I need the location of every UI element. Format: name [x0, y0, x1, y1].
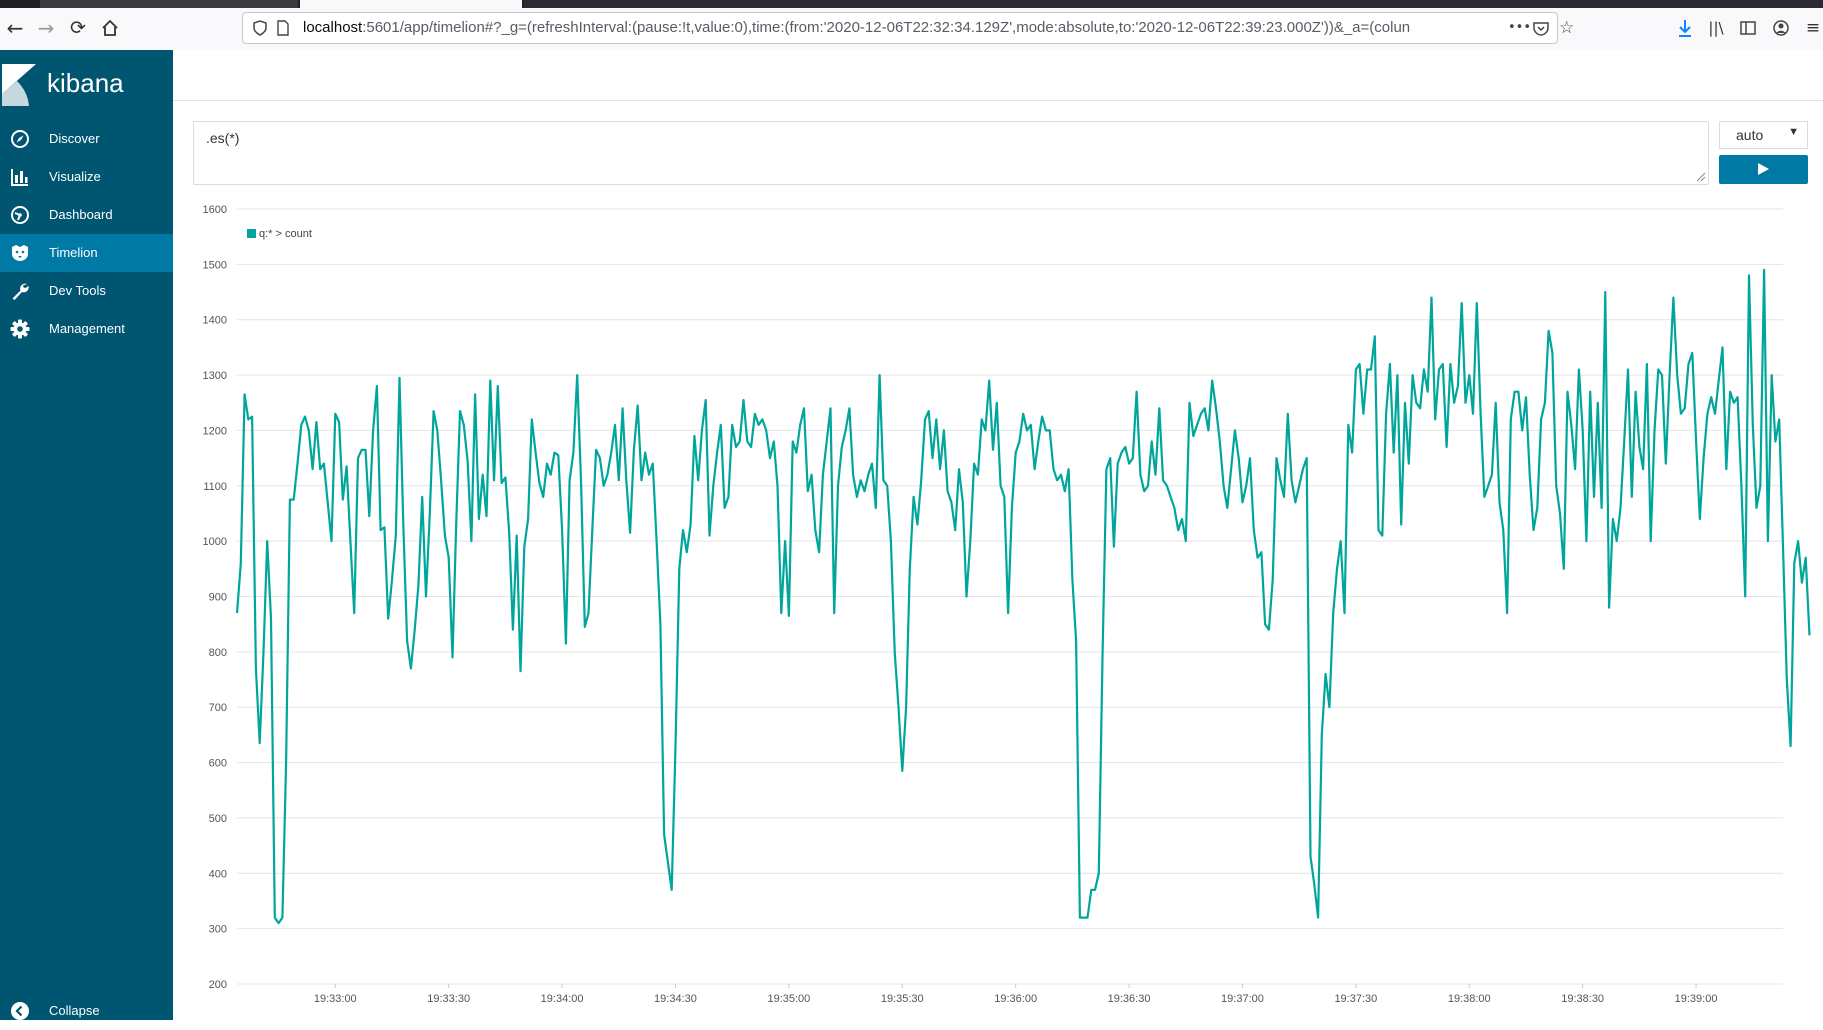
interval-value: auto [1736, 127, 1764, 143]
browser-tab[interactable] [40, 0, 298, 8]
page-actions-icon[interactable]: ••• [1508, 20, 1532, 35]
x-tick-label: 19:34:00 [541, 993, 584, 1005]
sidebar-item-visualize[interactable]: Visualize [0, 158, 173, 196]
timelion-icon [12, 245, 28, 261]
sidebar-item-label: Dev Tools [49, 283, 106, 298]
x-tick-label: 19:38:30 [1561, 993, 1604, 1005]
play-icon [1758, 163, 1769, 175]
sidebar-item-label: Timelion [49, 245, 98, 260]
timelion-chart[interactable]: 200 300 400 500 600 700 800 900 1000 1100 1200 1300… [193, 195, 1823, 1020]
x-tick-label: 19:39:00 [1675, 993, 1718, 1005]
series-line [235, 268, 1811, 925]
gear-icon [10, 319, 30, 339]
bookmark-star-icon[interactable]: ☆ [1559, 18, 1575, 38]
library-icon[interactable]: ||\ [1708, 19, 1724, 37]
x-tick-label: 19:36:30 [1108, 993, 1151, 1005]
sidebar-item-label: Dashboard [49, 207, 113, 222]
kibana-logo-icon[interactable] [2, 64, 36, 106]
x-tick-label: 19:36:00 [994, 993, 1037, 1005]
kibana-sidebar: kibana Discover Visualize Dashboard Time… [0, 50, 173, 1020]
kibana-top-nav [173, 50, 1823, 101]
x-tick-label: 19:34:30 [654, 993, 697, 1005]
sidebar-toggle-icon[interactable] [1735, 14, 1761, 42]
page-info-icon[interactable] [277, 13, 289, 43]
x-tick-label: 19:35:30 [881, 993, 924, 1005]
downloads-icon[interactable] [1672, 14, 1698, 42]
sidebar-item-management[interactable]: Management [0, 310, 173, 348]
y-tick-label: 1000 [203, 536, 227, 548]
back-icon[interactable]: ← [6, 16, 24, 40]
y-tick-label: 1300 [203, 370, 227, 382]
sidebar-item-label: Visualize [49, 169, 101, 184]
wrench-icon [12, 283, 29, 300]
sidebar-item-timelion[interactable]: Timelion [0, 234, 173, 272]
y-tick-label: 1600 [203, 204, 227, 216]
sidebar-item-dashboard[interactable]: Dashboard [0, 196, 173, 234]
x-tick-label: 19:35:00 [767, 993, 810, 1005]
menu-icon[interactable]: ≡ [1805, 18, 1821, 38]
legend-swatch [247, 229, 256, 238]
resize-handle-icon[interactable] [1694, 170, 1706, 182]
pocket-icon[interactable] [1533, 13, 1549, 43]
x-tick-label: 19:33:30 [427, 993, 470, 1005]
home-icon[interactable] [96, 14, 124, 42]
browser-tab-strip [0, 0, 1823, 8]
expression-input[interactable]: .es(*) [193, 121, 1709, 185]
sidebar-item-discover[interactable]: Discover [0, 120, 173, 158]
y-tick-label: 300 [209, 924, 227, 936]
account-icon[interactable] [1768, 14, 1794, 42]
interval-select[interactable]: auto ▼ [1719, 121, 1808, 149]
dashboard-icon [11, 206, 29, 224]
sidebar-item-dev-tools[interactable]: Dev Tools [0, 272, 173, 310]
forward-icon[interactable]: → [37, 16, 55, 40]
y-tick-label: 1500 [203, 259, 227, 271]
y-tick-label: 600 [209, 758, 227, 770]
compass-icon [11, 130, 29, 148]
y-tick-label: 400 [209, 868, 227, 880]
run-button[interactable] [1719, 155, 1808, 184]
browser-tab[interactable] [524, 0, 1823, 8]
y-tick-label: 200 [209, 979, 227, 991]
y-tick-label: 500 [209, 813, 227, 825]
reload-icon[interactable]: ⟳ [70, 17, 86, 39]
bar-chart-icon [11, 169, 28, 186]
sidebar-item-label: Management [49, 321, 125, 336]
x-tick-label: 19:37:00 [1221, 993, 1264, 1005]
legend-label: q:* > count [259, 228, 312, 240]
browser-toolbar: ← → ⟳ localhost:5601/app/timelion#?_g=(r… [0, 8, 1823, 51]
caret-down-icon: ▼ [1788, 126, 1799, 138]
x-tick-label: 19:37:30 [1334, 993, 1377, 1005]
browser-tab-active[interactable] [300, 0, 522, 8]
x-tick-label: 19:38:00 [1448, 993, 1491, 1005]
y-tick-label: 800 [209, 647, 227, 659]
y-tick-label: 1100 [203, 481, 227, 493]
y-tick-label: 900 [209, 592, 227, 604]
sidebar-collapse-button[interactable]: Collapse [0, 992, 173, 1030]
expression-text: .es(*) [206, 130, 240, 146]
x-tick-label: 19:33:00 [314, 993, 357, 1005]
url-text[interactable]: localhost:5601/app/timelion#?_g=(refresh… [303, 19, 1411, 36]
sidebar-item-label: Discover [49, 131, 100, 146]
y-tick-label: 700 [209, 702, 227, 714]
y-tick-label: 1400 [203, 315, 227, 327]
kibana-logo-text[interactable]: kibana [47, 68, 124, 98]
collapse-icon [11, 1002, 29, 1020]
url-bar[interactable]: localhost:5601/app/timelion#?_g=(refresh… [242, 12, 1574, 44]
shield-icon[interactable] [253, 13, 267, 43]
y-tick-label: 1200 [203, 425, 227, 437]
collapse-label: Collapse [49, 1003, 100, 1018]
